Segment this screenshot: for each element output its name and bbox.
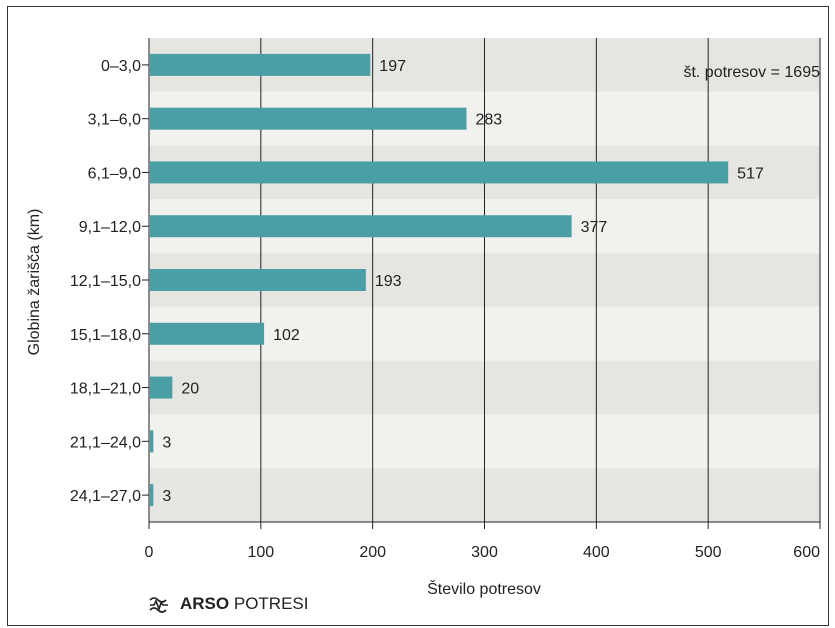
y-tick-label: 12,1–15,0 [70,273,141,290]
y-tick-label: 9,1–12,0 [79,219,141,236]
y-tick-label: 21,1–24,0 [70,434,141,451]
x-tick-label: 500 [695,544,722,561]
bar [150,53,371,76]
bar [150,322,265,345]
data-label: 197 [379,58,406,75]
y-tick-label: 18,1–21,0 [70,381,141,398]
data-label: 193 [375,273,402,290]
bars [150,53,729,507]
data-labels: 197 283 517 377 193 102 20 3 3 [162,58,764,505]
data-label: 3 [162,434,171,451]
seismograph-wave-icon [149,597,168,613]
bar [150,161,729,184]
data-label: 283 [475,112,502,129]
x-axis-label: Število potresov [427,579,541,598]
x-tick-label: 200 [359,544,386,561]
x-tick-label: 100 [247,544,274,561]
bar [150,215,572,238]
x-tick-labels: 0 100 200 300 400 500 600 [145,544,821,561]
y-tick-label: 15,1–18,0 [70,327,141,344]
data-label: 377 [581,219,608,236]
bar [150,269,366,291]
x-tick-label: 300 [471,544,498,561]
bar [150,376,173,399]
x-tick-label: 0 [145,544,154,561]
axes [142,38,821,529]
y-axis-label: Globina žarišča (km) [26,209,43,356]
logo-product: POTRESI [233,594,309,613]
bar [150,484,154,507]
arso-logo: ARSO POTRESI [148,594,308,614]
logo-brand: ARSO [180,594,230,613]
data-label: 3 [162,488,171,505]
bar [150,430,154,453]
y-tick-labels: 0–3,0 3,1–6,0 6,1–9,0 9,1–12,0 12,1–15,0 15,1… [70,58,141,505]
y-tick-label: 6,1–9,0 [88,165,141,182]
y-tick-label: 24,1–27,0 [70,488,141,505]
data-label: 102 [273,327,300,344]
total-annotation: št. potresov = 1695 [683,64,820,81]
y-tick-label: 0–3,0 [101,58,141,75]
data-label: 20 [181,381,199,398]
x-tick-label: 400 [583,544,610,561]
bar [150,107,467,130]
y-tick-label: 3,1–6,0 [88,112,141,129]
data-label: 517 [737,165,764,182]
x-tick-label: 600 [793,544,820,561]
